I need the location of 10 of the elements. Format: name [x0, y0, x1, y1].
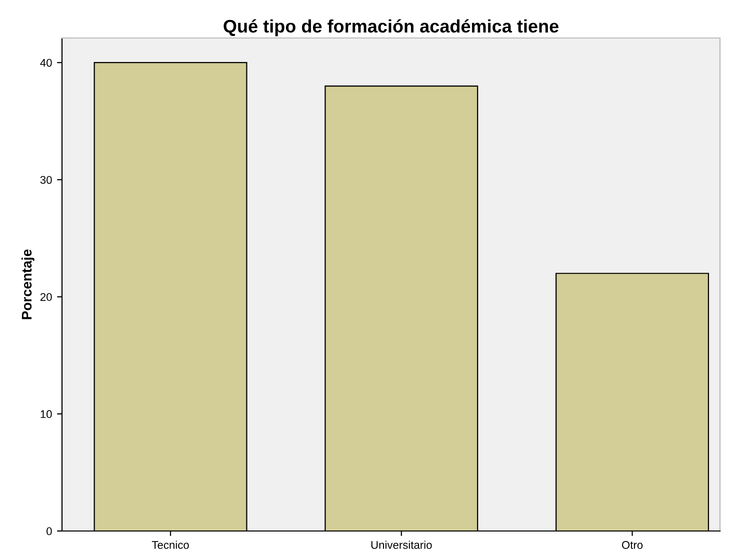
x-tick-label: Tecnico: [152, 540, 189, 549]
x-tick-label: Otro: [622, 541, 643, 549]
y-axis-title: Porcentaje: [21, 249, 34, 320]
chart-title: Qué tipo de formación académica tiene: [224, 19, 558, 36]
x-tick-label: Universitario: [371, 540, 432, 549]
y-tick-label: 20: [40, 293, 52, 301]
y-tick-label: 10: [40, 410, 52, 418]
y-tick-label: 0: [46, 527, 52, 536]
y-tick-label: 40: [40, 58, 52, 67]
y-tick-label: 30: [40, 176, 52, 184]
